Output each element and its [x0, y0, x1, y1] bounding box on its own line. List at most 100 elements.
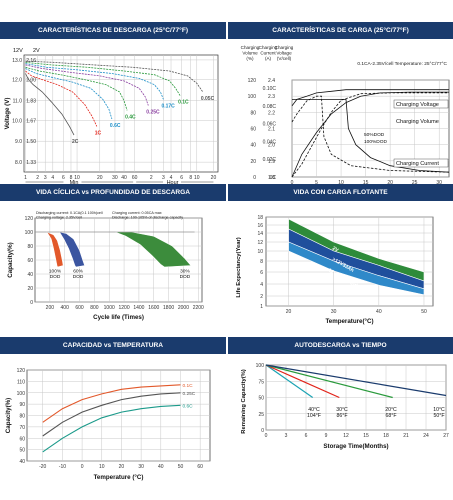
- selfdis-title: AUTODESCARGA vs TIEMPO: [228, 337, 453, 354]
- x-tick-label: 3: [162, 175, 165, 181]
- y-tick-label: 75: [258, 379, 264, 385]
- series-label: 0.4C: [125, 114, 136, 120]
- y12-tick-label: 9.0: [15, 139, 22, 145]
- x-tick-label: 9: [325, 433, 328, 439]
- x-group-label: Hour: [167, 180, 179, 186]
- x-tick-label: 10: [338, 180, 344, 186]
- y2-header: 2V: [33, 48, 40, 54]
- x-tick-label: 25: [412, 180, 418, 186]
- voltage-tick-label: 2.4: [268, 78, 275, 84]
- x-tick-label: 10: [74, 175, 80, 181]
- x-tick-label: 2: [36, 175, 39, 181]
- y-tick-label: 60: [19, 436, 25, 442]
- x-tick-label: 10: [99, 464, 105, 470]
- series-label: 60%: [73, 269, 83, 275]
- x-tick-label: 600: [75, 305, 84, 311]
- x-tick-label: 1200: [119, 305, 130, 311]
- series-label: 10°C: [433, 407, 445, 413]
- x-tick-label: 4: [51, 175, 54, 181]
- x-tick-label: 24: [423, 433, 429, 439]
- y-tick-label: 8: [260, 259, 263, 265]
- x-tick-label: 50: [178, 464, 184, 470]
- y12-tick-label: 13.0: [12, 58, 22, 64]
- label-box: [393, 158, 449, 168]
- y2-tick-label: 1.67: [26, 118, 36, 124]
- x-tick-label: 30: [331, 309, 337, 315]
- y-axis-label: Capacity(%): [7, 242, 14, 277]
- plot-frame: [23, 54, 219, 173]
- y-tick-label: 40: [19, 459, 25, 465]
- series-label: Charging Current: [396, 161, 439, 167]
- float-chart: 18 16 14 12 10 8 6 4 2 1 20 30 40 50 Life Expectancy(Y…: [236, 215, 434, 325]
- series-label: 68°F: [385, 413, 396, 419]
- y-tick-label: 16: [257, 223, 263, 229]
- series-label: DOD: [50, 274, 61, 280]
- series-label: Charging Voltage: [396, 102, 439, 108]
- x-tick-label: 18: [383, 433, 389, 439]
- y-tick-label: 18: [257, 215, 263, 221]
- volume-tick-label: 40: [250, 143, 256, 149]
- dod-band: [46, 231, 64, 268]
- y-axis-label: Capacity(%): [5, 398, 12, 433]
- series-line: [25, 64, 149, 106]
- y-tick-label: 6: [260, 270, 263, 276]
- current-tick-label: 0.04C: [263, 139, 277, 145]
- column-header: Charging Current (A): [259, 45, 278, 61]
- x-group-label: Min: [70, 180, 79, 186]
- series-line: [291, 89, 449, 107]
- x-axis-label: Cycle life (Times): [93, 314, 144, 321]
- x-tick-label: 0: [291, 180, 294, 186]
- y2-tick-label: 1.33: [26, 160, 36, 166]
- x-axis-label: Temperature(°C): [325, 318, 373, 325]
- y-tick-label: 4: [260, 282, 263, 288]
- x-tick-label: 30: [436, 180, 442, 186]
- x-tick-label: 40: [376, 309, 382, 315]
- charge-note: 0.1CA-2.35V/cell Temperature: 25°C/77°C: [357, 61, 447, 67]
- y-tick-label: 80: [19, 414, 25, 420]
- y-tick-label: 10: [257, 249, 263, 255]
- band-label: 2V: [331, 246, 340, 255]
- series-line: [25, 60, 204, 93]
- x-tick-label: 10: [194, 175, 200, 181]
- y-tick-label: 80: [27, 244, 33, 250]
- y12-tick-label: 11.0: [13, 99, 23, 105]
- series-line: [292, 99, 450, 173]
- current-tick-label: 0.08C: [263, 104, 277, 110]
- x-tick-label: 6: [62, 175, 65, 181]
- series-label: 0.05C: [201, 96, 215, 102]
- x-tick-label: 3: [44, 175, 47, 181]
- y-tick-label: 100: [256, 363, 265, 369]
- y-tick-label: 120: [17, 368, 26, 374]
- series-label: 0.1C: [178, 100, 189, 106]
- label-box: [393, 99, 449, 109]
- x-tick-label: 1400: [133, 305, 144, 311]
- x-tick-label: 2000: [178, 305, 189, 311]
- x-tick-label: 2: [150, 175, 153, 181]
- y-tick-label: 50: [258, 396, 264, 402]
- series-line: [25, 62, 181, 96]
- x-tick-label: 20: [387, 180, 393, 186]
- condition-text: Charging voltage: 2.35V/cell: [36, 216, 82, 220]
- x-tick-label: 0: [265, 433, 268, 439]
- x-tick-label: 20: [97, 175, 103, 181]
- series-label: 0.1C: [182, 383, 193, 389]
- series-line: [25, 73, 75, 136]
- y12-tick-label: 12.0: [12, 78, 22, 84]
- current-tick-label: 0.06C: [263, 122, 277, 128]
- y-tick-label: 40: [27, 272, 33, 278]
- x-tick-label: 6: [180, 175, 183, 181]
- selfdis-panel: AUTODESCARGA vs TIEMPO 100 75 50 25 0 0 3 6 9 12 1…: [228, 337, 453, 497]
- current-tick-label: 0C: [270, 175, 277, 181]
- x-tick-label: 40: [158, 464, 164, 470]
- x-tick-label: 5: [315, 180, 318, 186]
- hour-label-bg: [163, 179, 182, 185]
- x-axis-label: Temperature (°C): [94, 474, 144, 481]
- y-tick-label: 100: [17, 391, 26, 397]
- series-line: [42, 392, 181, 437]
- x-tick-label: -10: [59, 464, 66, 470]
- float-panel: VIDA CON CARGA FLOTANTE 18 16 14 12 10 8 6 4 2 1 2…: [228, 184, 453, 334]
- voltage-tick-label: 2.1: [268, 127, 275, 133]
- voltage-tick-label: 1.8: [268, 175, 275, 181]
